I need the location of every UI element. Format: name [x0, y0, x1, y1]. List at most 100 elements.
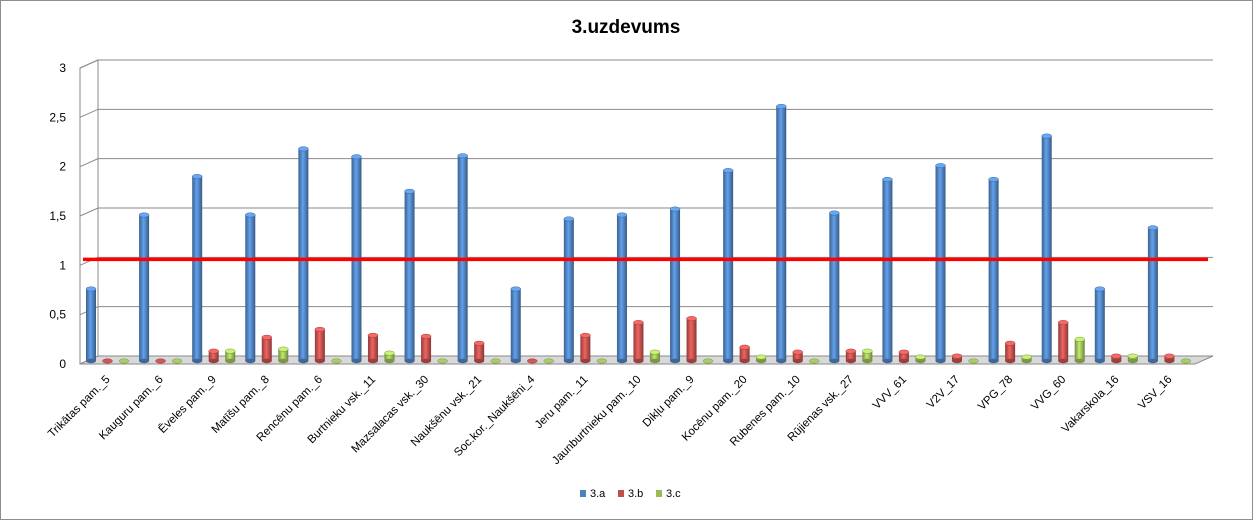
x-category-label: Vakarskola_16	[1060, 374, 1122, 436]
bar-base	[1111, 358, 1122, 364]
bar-3.c-19	[1127, 353, 1139, 364]
bar-3.c-17	[1021, 354, 1032, 364]
bar-3.b-0	[102, 358, 113, 364]
bar-top	[616, 212, 628, 218]
bar-body	[367, 335, 378, 361]
bar-top	[563, 216, 575, 222]
bar-3.c-12	[755, 354, 767, 364]
bar-body	[1094, 288, 1105, 361]
bar-top	[457, 153, 468, 159]
bar-top	[1004, 340, 1016, 346]
bar-body	[935, 165, 946, 361]
bar-body	[829, 213, 840, 361]
bar-base	[580, 358, 591, 364]
bar-3.b-7	[473, 340, 485, 364]
bar-top	[935, 163, 946, 169]
y-tick-label: 1	[59, 258, 66, 272]
bar-base	[278, 358, 289, 364]
bar-top	[1094, 286, 1106, 292]
bar-base	[988, 358, 999, 364]
bar-top	[420, 333, 432, 339]
bar-3.a-3	[245, 212, 256, 364]
bar-zero	[102, 358, 113, 364]
bar-base	[192, 358, 203, 364]
bar-zero	[155, 358, 166, 364]
gridline	[79, 207, 1213, 217]
bar-body	[1005, 343, 1016, 361]
gridline	[79, 59, 1213, 69]
bar-zero	[702, 358, 714, 364]
bar-body	[474, 343, 485, 361]
bar-base	[421, 358, 432, 364]
legend-label: 3.b	[628, 488, 643, 500]
bar-3.b-2	[208, 348, 219, 364]
bar-base	[952, 358, 963, 364]
bar-base	[1147, 358, 1158, 364]
bar-top	[951, 353, 963, 359]
bar-body	[510, 288, 521, 361]
bar-top	[208, 348, 219, 354]
bar-top	[261, 334, 273, 340]
bar-base	[457, 358, 468, 364]
bar-base	[1021, 358, 1032, 364]
bars	[85, 103, 1192, 364]
x-category-label: Jeru pam._11	[533, 374, 591, 432]
x-category-label: VSV_16	[1136, 374, 1174, 412]
bar-base	[829, 358, 840, 364]
bar-top	[649, 349, 661, 355]
bar-3.c-8	[543, 358, 555, 364]
bar-top	[862, 348, 873, 354]
bar-3.c-7	[490, 358, 501, 364]
bar-body	[792, 352, 803, 361]
bar-3.b-10	[633, 320, 644, 364]
bar-top	[882, 177, 893, 182]
x-category-label: V2V_17	[925, 374, 962, 411]
bar-body	[686, 318, 697, 361]
bar-body	[845, 351, 856, 361]
bar-3.b-4	[314, 326, 326, 364]
bar-3.b-12	[739, 344, 750, 364]
bar-body	[421, 336, 432, 361]
bar-body	[1074, 339, 1085, 361]
y-tick-label: 2	[59, 160, 66, 174]
bar-base	[1041, 358, 1052, 364]
bar-top	[510, 286, 522, 292]
bar-3.a-10	[616, 212, 628, 364]
bar-3.b-11	[686, 316, 697, 364]
x-category-label: Jaunburtnieku pam._10	[550, 374, 643, 467]
bar-top	[686, 316, 697, 322]
bar-3.a-16	[935, 163, 946, 364]
x-category-label: VVG_60	[1029, 374, 1068, 413]
bar-base	[723, 358, 734, 364]
bar-3.b-9	[580, 332, 591, 364]
bar-base	[739, 358, 750, 364]
bar-zero	[543, 358, 555, 364]
bar-3.b-6	[420, 333, 432, 364]
bar-base	[298, 358, 309, 364]
bar-3.c-10	[649, 349, 661, 364]
bar-3.b-8	[527, 358, 538, 364]
bar-body	[723, 170, 734, 361]
bar-3.a-0	[85, 286, 97, 364]
bar-3.b-17	[1004, 340, 1016, 364]
y-tick-label: 0,5	[49, 308, 66, 322]
y-tick-label: 0	[59, 357, 66, 371]
bar-3.a-4	[298, 146, 309, 364]
bar-top	[845, 348, 857, 354]
bar-top	[138, 212, 150, 218]
bar-top	[1164, 353, 1175, 359]
y-axis-ticks: 0 0,5 1 1,5 2 2,5 3	[49, 61, 66, 371]
y-tick-label: 3	[59, 61, 66, 75]
bar-3.a-19	[1094, 286, 1106, 364]
bar-zero	[331, 358, 342, 364]
bar-base	[792, 358, 803, 364]
bar-base	[1058, 358, 1069, 364]
bar-top	[669, 206, 681, 212]
bar-zero	[437, 358, 448, 364]
bar-3.c-15	[915, 354, 926, 364]
bar-body	[86, 288, 96, 361]
bar-3.a-17	[988, 177, 999, 364]
bar-top	[314, 326, 326, 332]
bar-3.c-9	[596, 358, 608, 364]
bar-body	[1058, 322, 1069, 361]
